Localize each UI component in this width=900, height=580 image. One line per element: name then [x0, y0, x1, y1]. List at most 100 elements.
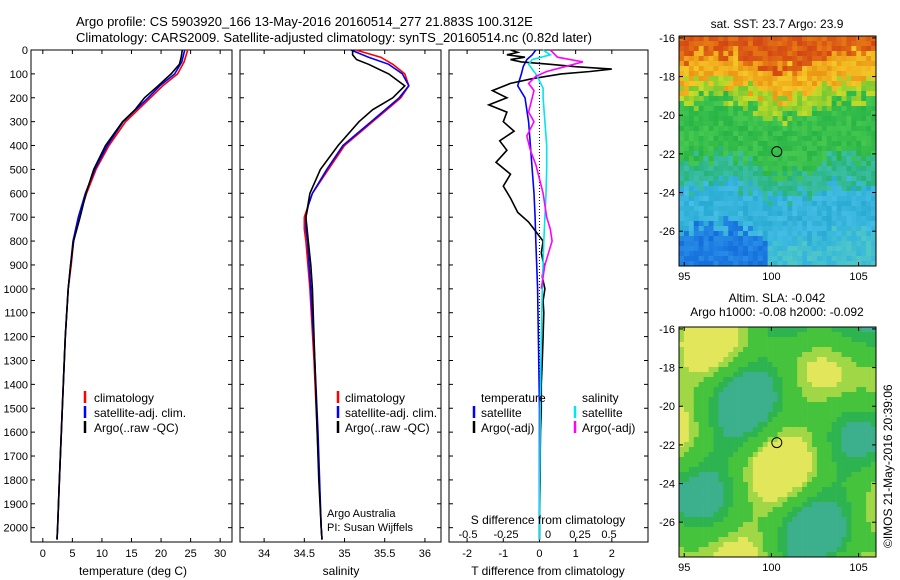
map-cell: [861, 372, 867, 378]
map-cell: [821, 61, 828, 67]
map-cell: [733, 372, 739, 378]
map-cell: [752, 56, 759, 62]
map-cell: [679, 231, 685, 237]
map-cell: [708, 362, 714, 368]
map-cell: [802, 56, 808, 62]
map-cell: [826, 417, 832, 423]
map-cell: [826, 382, 832, 388]
map-cell: [723, 372, 729, 378]
map-cell: [762, 357, 768, 363]
map-cell: [683, 372, 690, 378]
map-cell: [703, 61, 709, 67]
map-cell: [757, 532, 764, 538]
map-cell: [757, 216, 764, 222]
map-cell: [807, 61, 813, 67]
map-cell: [738, 96, 744, 102]
map-cell: [861, 472, 867, 478]
map-cell: [723, 392, 729, 398]
map-cell: [836, 106, 842, 112]
map-cell: [708, 537, 714, 543]
map-cell: [777, 507, 783, 513]
map-cell: [856, 462, 862, 468]
map-cell: [767, 106, 773, 112]
map-cell: [792, 186, 798, 192]
map-cell: [743, 46, 749, 52]
map-cell: [841, 537, 847, 543]
map-cell: [871, 482, 876, 488]
map-cell: [688, 472, 695, 478]
map-cell: [723, 236, 729, 242]
map-cell: [708, 126, 714, 132]
map-cell: [703, 552, 709, 557]
map-cell: [733, 251, 739, 257]
map-cell: [811, 211, 818, 217]
depth-axis-ticks: 0100200300400500600700800900100011001200…: [4, 45, 232, 535]
salinity-depth-ticks: [240, 49, 441, 529]
map-cell: [797, 422, 803, 428]
map-cell: [782, 91, 788, 97]
map-cell: [811, 166, 818, 172]
map-cell: [871, 126, 876, 132]
map-cell: [802, 221, 808, 227]
map-cell: [688, 537, 695, 543]
map-cell: [797, 397, 803, 403]
map-cell: [713, 211, 719, 217]
map-cell: [841, 487, 847, 493]
map-cell: [747, 151, 754, 157]
map-cell: [743, 151, 749, 157]
map-cell: [679, 487, 685, 493]
map-cell: [816, 131, 823, 137]
map-cell: [802, 181, 808, 187]
map-cell: [802, 457, 808, 463]
map-cell: [782, 547, 788, 553]
map-cell: [871, 417, 876, 423]
map-cell: [762, 166, 768, 172]
map-cell: [811, 342, 818, 348]
map-cell: [743, 156, 749, 162]
map-cell: [683, 477, 690, 483]
map-cell: [782, 327, 788, 333]
map-cell: [851, 191, 857, 197]
map-cell: [777, 347, 783, 353]
map-cell: [831, 462, 837, 468]
map-cell: [693, 251, 699, 257]
map-cell: [693, 36, 699, 42]
map-cell: [871, 161, 876, 167]
map-cell: [856, 382, 862, 388]
map-cell: [777, 221, 783, 227]
map-cell: [871, 357, 876, 363]
map-cell: [856, 176, 862, 182]
map-cell: [792, 196, 798, 202]
map-cell: [743, 457, 749, 463]
map-cell: [851, 357, 857, 363]
map-cell: [688, 171, 695, 177]
map-cell: [782, 377, 788, 383]
map-cell: [762, 211, 768, 217]
map-cell: [841, 447, 847, 453]
map-cell: [831, 377, 837, 383]
map-cell: [851, 417, 857, 423]
map-cell: [708, 261, 714, 266]
map-cell: [792, 216, 798, 222]
map-cell: [802, 387, 808, 393]
map-cell: [782, 367, 788, 373]
map-cell: [733, 66, 739, 72]
map-cell: [782, 196, 788, 202]
map-cell: [762, 121, 768, 127]
map-cell: [846, 467, 852, 473]
map-cell: [757, 537, 764, 543]
map-cell: [861, 101, 867, 107]
map-cell: [772, 41, 778, 47]
map-cell: [802, 477, 808, 483]
map-cell: [851, 407, 857, 413]
map-cell: [787, 372, 793, 378]
map-cell: [821, 241, 828, 247]
map-cell: [718, 387, 724, 393]
map-cell: [703, 447, 709, 453]
map-cell: [856, 231, 862, 237]
map-cell: [762, 126, 768, 132]
map-cell: [743, 352, 749, 358]
map-cell: [703, 482, 709, 488]
map-cell: [713, 422, 719, 428]
map-cell: [733, 41, 739, 47]
